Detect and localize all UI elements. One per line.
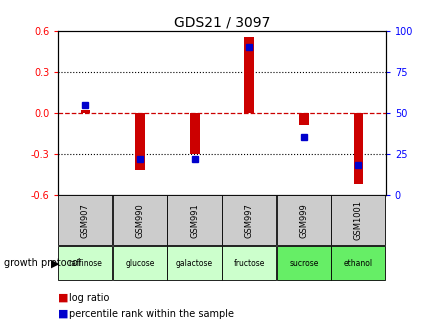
FancyBboxPatch shape — [167, 246, 221, 280]
Text: fructose: fructose — [233, 259, 264, 268]
Text: percentile rank within the sample: percentile rank within the sample — [69, 309, 233, 319]
FancyBboxPatch shape — [167, 195, 221, 245]
FancyBboxPatch shape — [221, 195, 276, 245]
FancyBboxPatch shape — [113, 195, 167, 245]
Text: GSM990: GSM990 — [135, 203, 144, 238]
Text: raffinose: raffinose — [68, 259, 102, 268]
Text: GSM991: GSM991 — [190, 203, 199, 238]
FancyBboxPatch shape — [276, 246, 330, 280]
Text: log ratio: log ratio — [69, 293, 109, 302]
Text: sucrose: sucrose — [289, 259, 318, 268]
Text: galactose: galactose — [176, 259, 213, 268]
Bar — [189, 113, 199, 154]
Bar — [244, 37, 254, 113]
Text: GSM1001: GSM1001 — [353, 200, 362, 240]
FancyBboxPatch shape — [58, 195, 112, 245]
Text: ■: ■ — [58, 309, 68, 319]
Text: ethanol: ethanol — [343, 259, 372, 268]
FancyBboxPatch shape — [276, 195, 330, 245]
FancyBboxPatch shape — [58, 246, 112, 280]
FancyBboxPatch shape — [330, 246, 384, 280]
FancyBboxPatch shape — [221, 246, 276, 280]
FancyBboxPatch shape — [113, 246, 167, 280]
Bar — [298, 113, 308, 125]
Bar — [353, 113, 362, 184]
Bar — [80, 110, 90, 113]
Text: GSM907: GSM907 — [81, 203, 90, 238]
Text: ■: ■ — [58, 293, 68, 302]
Bar — [135, 113, 144, 170]
Text: GSM999: GSM999 — [299, 203, 307, 238]
Text: GSM997: GSM997 — [244, 203, 253, 238]
Text: growth protocol: growth protocol — [4, 258, 84, 268]
FancyBboxPatch shape — [330, 195, 384, 245]
Text: ▶: ▶ — [51, 258, 59, 268]
Text: glucose: glucose — [125, 259, 154, 268]
Title: GDS21 / 3097: GDS21 / 3097 — [173, 16, 270, 30]
